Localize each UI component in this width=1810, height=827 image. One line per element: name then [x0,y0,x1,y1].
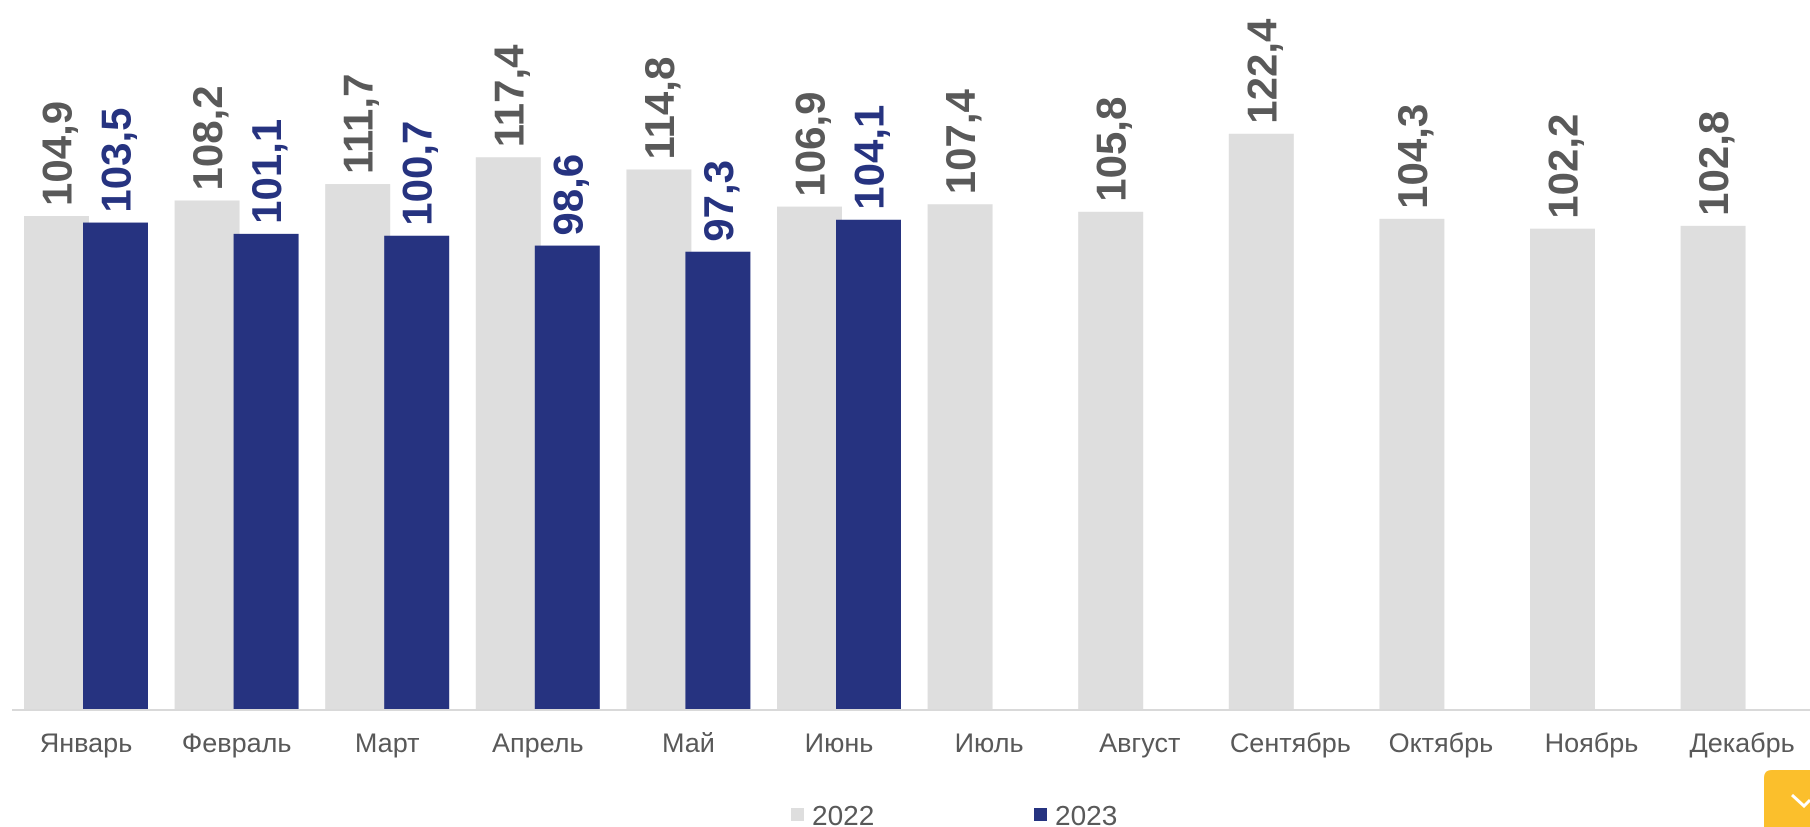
x-tick-label: Сентябрь [1230,728,1351,758]
data-labels-layer: 104,9 103,5 108,2 101,1 111,7 100,7 117,4 98,6 1… [34,18,1738,242]
bar-2023 [836,219,901,709]
bar-2022 [1680,225,1746,710]
bar-2023 [534,245,600,709]
data-label-2022: 105,8 [1088,97,1135,202]
x-axis-ticks: Январь Февраль Март Апрель Май Июнь Июль Август… [40,728,1795,758]
data-label-2022: 102,2 [1540,114,1587,219]
data-label-2023: 100,7 [394,121,441,226]
bar-2022 [927,204,993,709]
bar-2023 [83,222,148,710]
bar-2023 [685,251,751,709]
x-tick-label: Март [355,728,420,758]
bar-2023 [384,235,450,709]
legend-label: 2023 [1055,800,1117,827]
bar-2022 [626,169,692,709]
bar-2022 [777,206,842,709]
bar-2022 [1078,211,1144,709]
bar-2022 [475,157,541,710]
data-label-2022: 117,4 [485,44,532,147]
bar-2023 [233,233,299,709]
x-tick-label: Май [662,728,715,758]
data-label-2023: 101,1 [243,119,290,224]
chevron-icon [1790,793,1810,809]
data-label-2022: 107,4 [937,89,984,195]
bar-2022 [325,184,391,710]
data-label-2022: 104,9 [34,101,81,206]
data-label-2022: 102,8 [1690,111,1737,216]
corner-badge-icon [1764,770,1810,827]
data-label-2022: 104,3 [1389,104,1436,209]
bars-layer [24,133,1746,710]
data-label-2022: 114,8 [636,57,683,160]
data-label-2023: 97,3 [695,160,742,242]
data-label-2023: 103,5 [93,107,140,212]
x-tick-label: Ноябрь [1545,728,1639,758]
legend: 2022 2023 [791,800,1117,827]
legend-swatch [791,808,804,821]
bar-2022 [1228,133,1294,709]
x-tick-label: Февраль [182,728,292,758]
x-tick-label: Октябрь [1389,728,1494,758]
legend-label: 2022 [812,800,874,827]
data-label-2023: 98,6 [544,154,591,236]
bar-2022 [24,216,89,709]
x-tick-label: Апрель [492,728,584,758]
bar-2022 [1530,228,1595,710]
data-label-2022: 108,2 [184,85,231,190]
data-label-2022: 122,4 [1238,18,1285,124]
x-tick-label: Август [1099,728,1180,758]
data-label-2023: 104,1 [846,105,893,210]
bar-2022 [174,200,240,709]
data-label-2022: 111,7 [335,74,382,174]
data-label-2022: 106,9 [787,91,834,196]
x-tick-label: Июль [955,728,1024,758]
legend-swatch [1034,808,1047,821]
bar-2022 [1379,218,1445,709]
x-tick-label: Январь [40,728,133,758]
x-tick-label: Декабрь [1689,728,1794,758]
x-tick-label: Июнь [805,728,874,758]
